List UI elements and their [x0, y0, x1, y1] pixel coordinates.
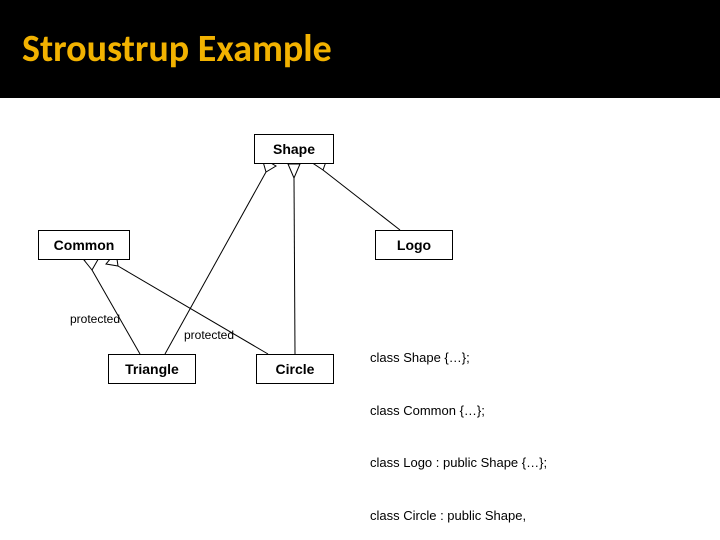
node-logo: Logo [375, 230, 453, 260]
node-label: Circle [276, 361, 315, 377]
node-label: Shape [273, 141, 315, 157]
node-shape: Shape [254, 134, 334, 164]
code-block: class Shape {…}; class Common {…}; class… [370, 314, 571, 540]
code-line: class Common {…}; [370, 402, 571, 420]
code-line: class Shape {…}; [370, 349, 571, 367]
node-triangle: Triangle [108, 354, 196, 384]
node-label: Common [54, 237, 115, 253]
title-band: Stroustrup Example [0, 0, 720, 98]
edge-label-protected-1: protected [70, 312, 120, 326]
code-line: class Circle : public Shape, [370, 507, 571, 525]
page-title: Stroustrup Example [22, 26, 332, 72]
node-circle: Circle [256, 354, 334, 384]
code-line: class Logo : public Shape {…}; [370, 454, 571, 472]
diagram-area: Shape Common Logo Triangle Circle protec… [0, 98, 720, 540]
node-label: Logo [397, 237, 431, 253]
node-common: Common [38, 230, 130, 260]
edge-label-protected-2: protected [184, 328, 234, 342]
node-label: Triangle [125, 361, 179, 377]
slide: Stroustrup Example Shape Common [0, 0, 720, 540]
